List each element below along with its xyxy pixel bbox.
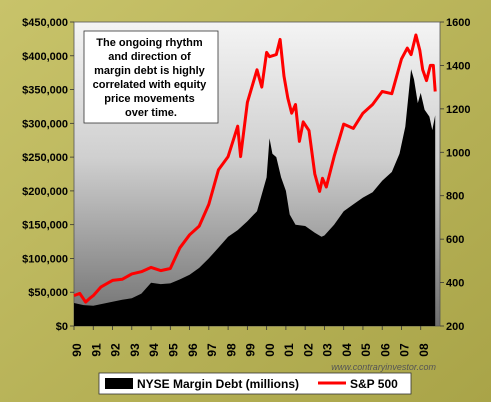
y-tick-label: $350,000 [22,85,68,97]
legend-label-sp500: S&P 500 [350,377,398,391]
legend-label-margin-debt: NYSE Margin Debt (millions) [137,377,299,391]
x-tick-label: 95 [166,343,180,357]
x-tick-label: 02 [301,343,315,357]
legend: NYSE Margin Debt (millions) S&P 500 [98,372,412,395]
annotation-line: and direction of [108,51,191,63]
svg-text:The ongoing rhythm and d: The ongoing rhythm and direction of marg… [93,37,210,119]
sp500-line [73,33,437,304]
y-tick-label: $100,000 [22,253,68,265]
annotation-line: margin debt is highly [94,65,206,77]
annotation-line: correlated with equity [93,79,208,91]
y2-tick-label: 1200 [446,104,470,116]
x-tick-label: 96 [186,343,200,357]
x-tick-label: 98 [224,343,238,357]
x-tick-label: 08 [417,343,431,357]
annotation-line: over time. [125,107,177,119]
y-tick-label: $0 [56,321,68,333]
x-tick-label: 01 [282,343,296,357]
y-tick-label: $250,000 [22,152,68,164]
x-tick-label: 92 [109,343,123,357]
x-tick-label: 05 [359,343,373,357]
y2-tick-label: 800 [446,191,464,203]
legend-swatch-margin-debt [105,378,133,389]
x-tick-label: 06 [378,343,392,357]
y-tick-label: $50,000 [28,287,68,299]
x-tick-label: 94 [147,343,161,357]
annotation-box: The ongoing rhythm and direction of marg… [83,30,219,124]
x-tick-label: 93 [128,343,142,357]
y2-tick-label: 1600 [446,17,470,29]
y-tick-label: $300,000 [22,118,68,130]
x-tick-label: 03 [321,343,335,357]
x-tick-label: 90 [70,343,84,357]
annotation-line: price movements [104,93,194,105]
y-tick-label: $450,000 [22,17,68,29]
x-tick-label: 91 [89,343,103,357]
credit-text: www.contraryinvestor.com [331,362,436,372]
y2-tick-label: 1400 [446,60,470,72]
y2-tick-label: 200 [446,321,464,333]
legend-box [98,372,412,395]
y2-tick-label: 1000 [446,147,470,159]
y2-tick-label: 400 [446,278,464,290]
x-tick-label: 04 [340,343,354,357]
y-tick-label: $200,000 [22,186,68,198]
y-tick-label: $150,000 [22,220,68,232]
y-tick-label: $400,000 [22,51,68,63]
x-tick-label: 00 [263,343,277,357]
x-tick-label: 97 [205,343,219,357]
y2-tick-label: 600 [446,234,464,246]
x-tick-label: 99 [244,343,258,357]
axes-layer: $0 $50,000 $100,000 $150,000 $200,000 $250,00… [22,17,470,357]
annotation-line: The ongoing rhythm [96,37,203,49]
x-tick-label: 07 [398,343,412,357]
margin-debt-area [74,69,436,327]
series-layer [73,33,437,327]
